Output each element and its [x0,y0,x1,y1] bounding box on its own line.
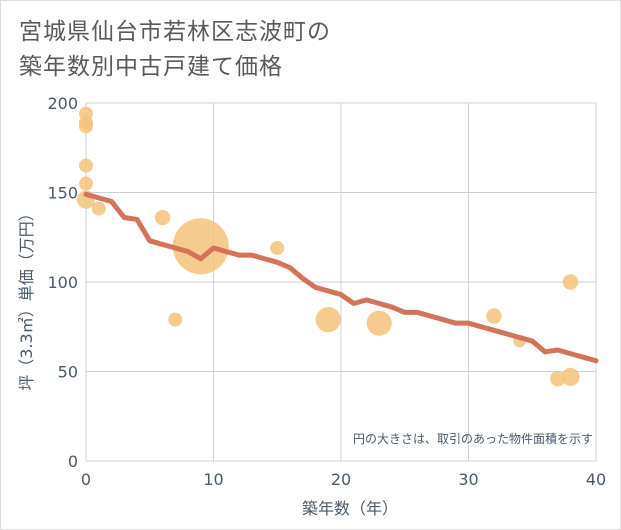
trend-series [83,191,599,364]
chart-title-line1: 宮城県仙台市若林区志波町の [19,19,331,45]
bubble-point [562,274,579,290]
x-tick-label: 0 [81,470,91,489]
bubble-point [486,308,502,324]
bubble-point [79,158,93,173]
axes: 0 10 20 30 40 0 50 100 150 200 [47,94,606,489]
x-tick-label: 10 [203,470,223,489]
y-axis-label: 坪（3.3㎡）単価（万円） [17,205,36,390]
x-tick-label: 40 [586,470,606,489]
grid-lines [85,102,597,462]
bubble-size-note: 円の大きさは、取引のあった物件面積を示す [353,431,593,446]
trend-line [83,191,599,364]
bubble-point [91,201,106,216]
bubble-point [172,218,229,275]
bubble-point [550,370,566,387]
chart-title: 宮城県仙台市若林区志波町の 築年数別中古戸建て価格 [19,15,331,85]
bubble-point [315,306,341,333]
y-tick-label: 150 [47,184,78,203]
y-tick-label: 50 [58,363,78,382]
bubble-series [76,106,580,387]
x-axis-label: 築年数（年） [302,499,398,518]
y-tick-label: 200 [47,94,78,113]
y-tick-label: 0 [68,452,78,471]
bubble-point [79,176,93,191]
bubble-point [154,209,171,226]
x-tick-label: 20 [331,470,351,489]
y-tick-label: 100 [47,273,78,292]
bubble-point [79,119,93,134]
bubble-point [168,312,183,327]
bubble-point [270,240,285,255]
bubble-point [561,367,580,386]
bubble-point [366,310,392,336]
chart-title-line2: 築年数別中古戸建て価格 [19,54,283,80]
x-tick-label: 30 [458,470,478,489]
